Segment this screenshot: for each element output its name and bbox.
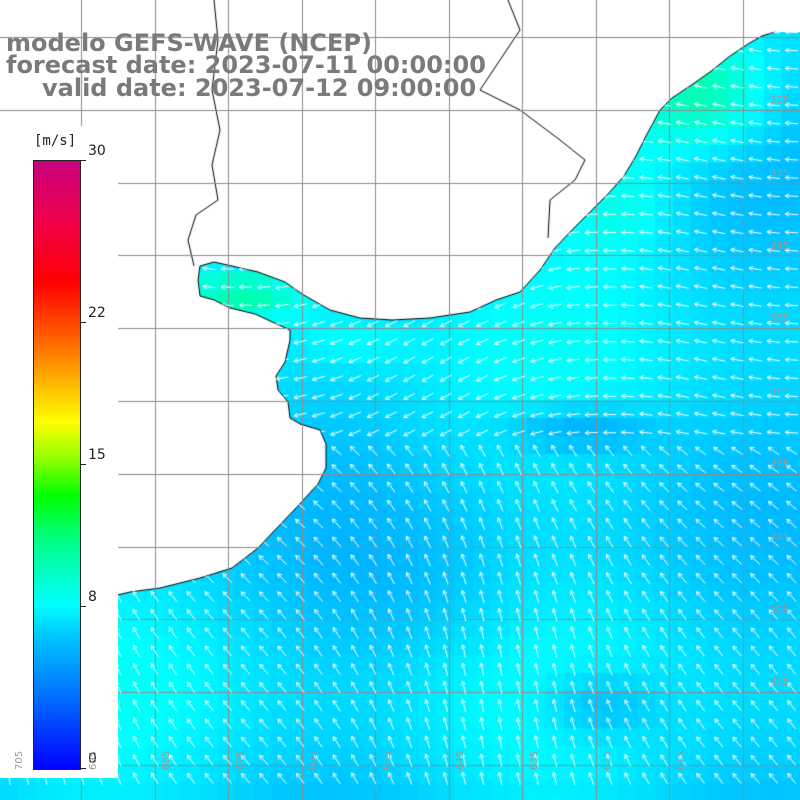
latitude-label: 385 [770,531,790,543]
colorbar-tick-label: 30 [88,143,106,159]
latitude-label: 405 [770,677,790,689]
model-title: modelo GEFS-WAVE (NCEP) [6,29,372,57]
latitude-label: 375 [770,459,790,470]
colorbar-tick [80,160,86,161]
latitude-label: 335 [770,167,790,179]
longitude-label: 695 [87,750,99,770]
colorbar-tick-label: 15 [88,447,106,463]
colorbar-tick [80,605,86,607]
longitude-label: 705 [14,750,25,770]
longitude-label: 665 [308,750,319,770]
longitude-label: 635 [528,750,540,770]
latitude-label: 345 [770,240,790,252]
longitude-label: 615 [675,750,687,770]
latitude-label: 395 [770,604,790,616]
latitude-label: 365 [770,386,790,398]
colorbar-units: [m/s] [34,133,77,149]
colorbar-tick [80,768,86,769]
colorbar-tick [80,322,86,324]
longitude-label: 655 [381,750,393,770]
colorbar-gradient [33,160,81,770]
longitude-label: 645 [455,750,466,770]
colorbar-tick-label: 0 [88,751,97,767]
colorbar-tick-label: 22 [88,305,106,322]
longitude-label: 625 [602,750,613,770]
colorbar-tick [80,464,86,465]
latitude-label: 355 [770,313,790,325]
valid-date: valid date: 2023-07-12 09:00:00 [42,74,477,102]
latitude-label: 325 [770,95,790,106]
longitude-label: 675 [234,750,246,770]
longitude-label: 685 [161,750,172,770]
colorbar-tick-label: 8 [88,588,97,605]
forecast-date: forecast date: 2023-07-11 00:00:00 [6,51,486,79]
